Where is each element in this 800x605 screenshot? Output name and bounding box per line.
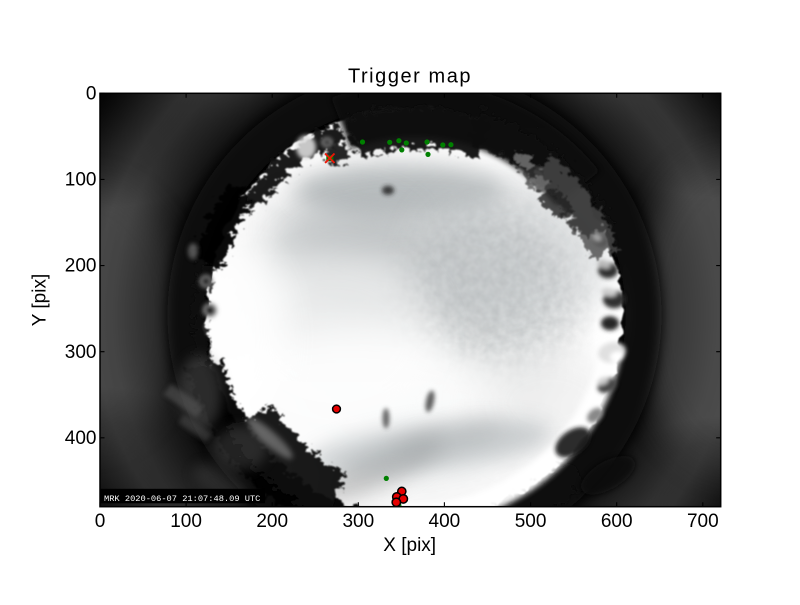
svg-text:100: 100 [170, 511, 202, 532]
svg-text:300: 300 [342, 511, 374, 532]
svg-text:400: 400 [429, 511, 461, 532]
svg-text:X [pix]: X [pix] [383, 535, 436, 556]
svg-text:300: 300 [65, 342, 97, 363]
svg-text:0: 0 [95, 511, 106, 532]
svg-text:MRK 2020-06-07 21:07:48.09 UTC: MRK 2020-06-07 21:07:48.09 UTC [104, 494, 260, 504]
svg-text:200: 200 [256, 511, 288, 532]
svg-text:Trigger map: Trigger map [348, 66, 472, 88]
svg-text:600: 600 [601, 511, 633, 532]
svg-text:100: 100 [65, 170, 97, 191]
svg-text:Y [pix]: Y [pix] [30, 274, 51, 326]
svg-text:700: 700 [687, 511, 719, 532]
svg-text:500: 500 [515, 511, 547, 532]
svg-text:400: 400 [65, 428, 97, 449]
svg-text:200: 200 [65, 256, 97, 277]
svg-text:0: 0 [86, 83, 97, 104]
